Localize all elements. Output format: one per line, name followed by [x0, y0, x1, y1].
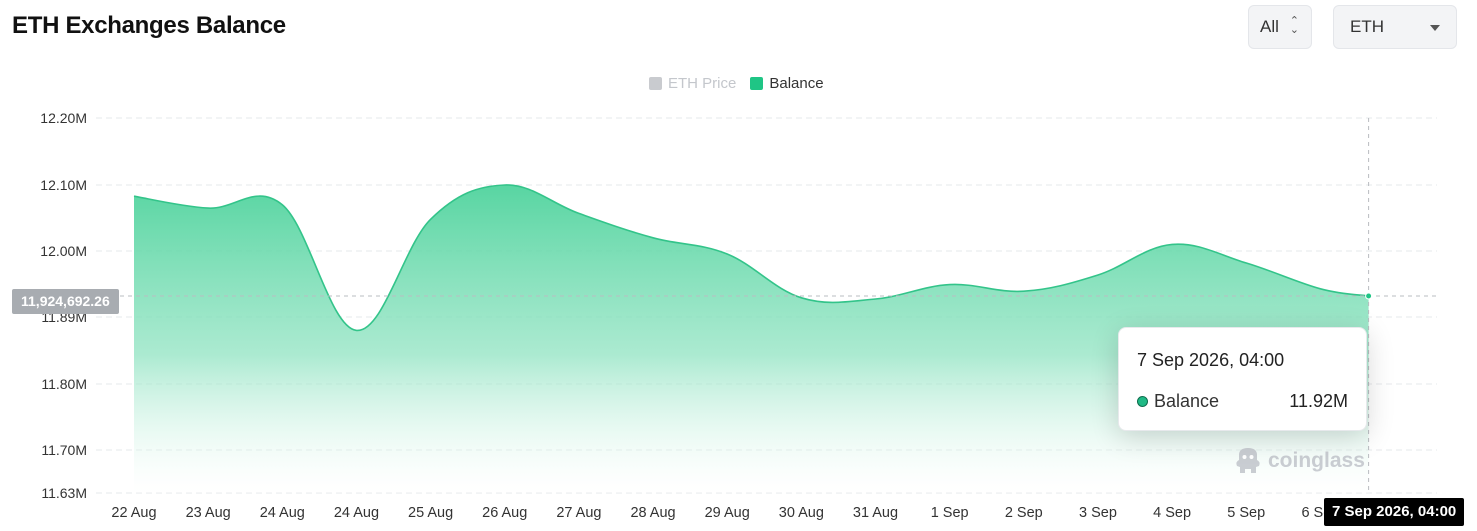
tooltip-series-name: Balance: [1154, 391, 1220, 411]
x-tick-label: 24 Aug: [334, 505, 379, 521]
balance-point[interactable]: [429, 217, 433, 221]
y-tick-label: 11.80M: [41, 376, 87, 392]
balance-point[interactable]: [874, 297, 878, 301]
balance-point[interactable]: [725, 252, 729, 256]
balance-point[interactable]: [1170, 242, 1174, 246]
x-tick-label: 22 Aug: [111, 505, 156, 521]
coinglass-watermark: coinglass: [1234, 446, 1365, 476]
legend-label-balance: Balance: [769, 75, 824, 92]
x-tick-label: 24 Aug: [260, 505, 305, 521]
x-tick-label: 4 Sep: [1153, 505, 1191, 521]
balance-point[interactable]: [1365, 292, 1373, 300]
legend-item-eth-price[interactable]: ETH Price: [649, 75, 736, 92]
coinglass-logo-icon: [1236, 448, 1260, 473]
x-tick-label: 5 Sep: [1227, 505, 1265, 521]
legend-label-eth-price: ETH Price: [668, 75, 737, 92]
x-tick-label: 26 Aug: [482, 505, 527, 521]
x-tick-label: 2 Sep: [1005, 505, 1043, 521]
y-tick-label: 11.70M: [41, 442, 87, 458]
balance-point[interactable]: [799, 296, 803, 300]
balance-point[interactable]: [206, 206, 210, 210]
balance-point[interactable]: [1244, 261, 1248, 265]
balance-point[interactable]: [1022, 289, 1026, 293]
time-range-value: All: [1260, 17, 1279, 36]
time-range-select[interactable]: All ⌃ ⌄: [1248, 5, 1312, 49]
balance-point[interactable]: [1318, 287, 1322, 291]
x-tick-label: 27 Aug: [556, 505, 601, 521]
coin-select-value: ETH: [1350, 17, 1384, 36]
legend-swatch-eth-price: [649, 77, 662, 90]
chart-legend: ETH Price Balance: [649, 75, 838, 92]
data-points: [132, 183, 1373, 332]
legend-swatch-balance: [750, 77, 764, 90]
x-tick-label: 23 Aug: [186, 505, 231, 521]
x-axis: 22 Aug 23 Aug 24 Aug 24 Aug 25 Aug 26 Aug 27 A…: [111, 505, 1339, 521]
x-tick-label: 25 Aug: [408, 505, 453, 521]
coin-select[interactable]: ETH: [1333, 5, 1457, 49]
balance-point[interactable]: [280, 203, 284, 207]
x-tick-label: 30 Aug: [779, 505, 824, 521]
watermark-text: coinglass: [1268, 449, 1365, 472]
balance-point[interactable]: [503, 183, 507, 187]
balance-point[interactable]: [132, 194, 136, 198]
balance-point[interactable]: [577, 211, 581, 215]
x-tick-label: 31 Aug: [853, 505, 898, 521]
tooltip-series-value: 11.92M: [1289, 391, 1348, 411]
balance-point[interactable]: [651, 236, 655, 240]
balance-point[interactable]: [948, 283, 952, 287]
balance-line: [133, 184, 1369, 332]
x-tick-label: 29 Aug: [705, 505, 750, 521]
y-axis: 12.20M12.10M12.00M11.89M11.80M11.70M11.6…: [40, 110, 87, 501]
balance-point[interactable]: [1096, 273, 1100, 277]
y-tick-label: 12.10M: [40, 177, 87, 193]
chart-tooltip: 7 Sep 2026, 04:00 Balance 11.92M: [1118, 327, 1367, 431]
x-tick-label: 1 Sep: [931, 505, 969, 521]
page-title: ETH Exchanges Balance: [12, 12, 286, 39]
tooltip-time: 7 Sep 2026, 04:00: [1137, 350, 1285, 370]
crosshair-x-label: 7 Sep 2026, 04:00: [1324, 498, 1465, 526]
tooltip-series-dot: [1137, 396, 1148, 407]
balance-point[interactable]: [354, 328, 358, 332]
y-tick-label: 12.20M: [40, 110, 87, 126]
y-tick-label: 12.00M: [40, 243, 87, 259]
legend-item-balance[interactable]: Balance: [750, 75, 824, 92]
balance-area: [134, 184, 1369, 493]
tooltip-row-balance: Balance 11.92M: [1137, 391, 1348, 412]
x-tick-label: 3 Sep: [1079, 505, 1117, 521]
y-tick-label: 11.63M: [41, 485, 87, 501]
x-tick-label: 28 Aug: [630, 505, 675, 521]
chevron-down-icon: [1430, 25, 1440, 31]
crosshair-y-label: 11,924,692.26: [12, 289, 119, 314]
up-down-arrows-icon: ⌃ ⌄: [1289, 15, 1299, 36]
